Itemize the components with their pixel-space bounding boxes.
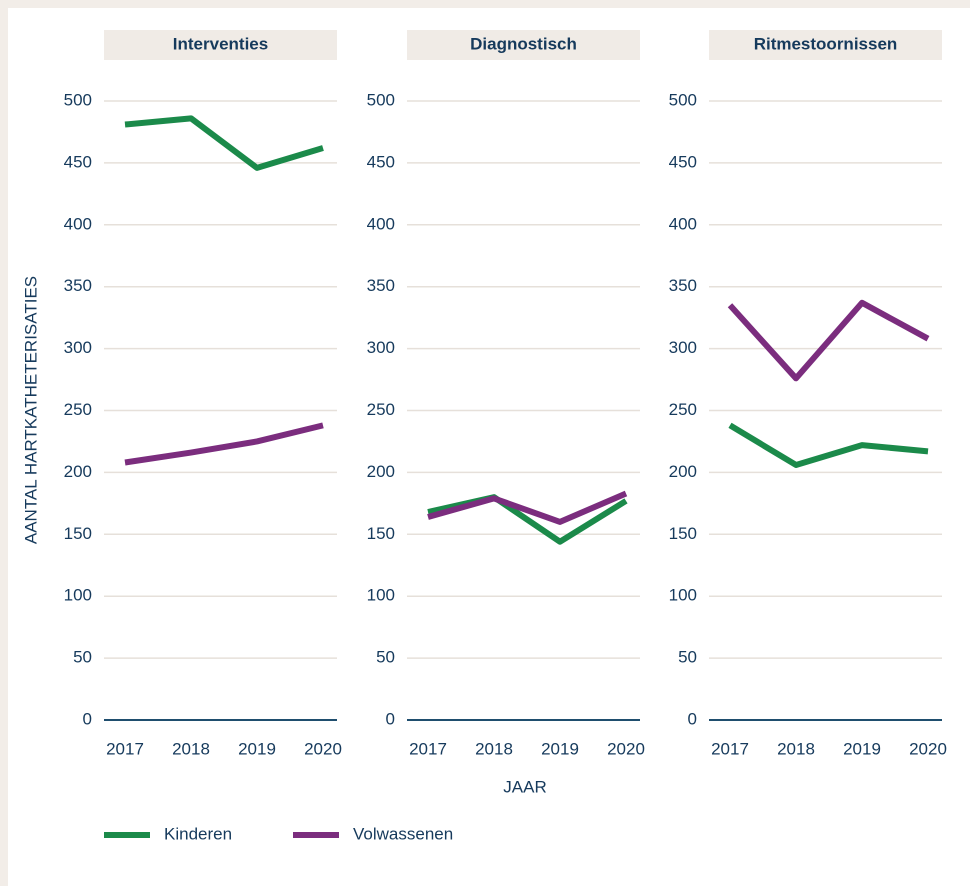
x-tick-label: 2019 xyxy=(238,739,276,758)
y-tick-label: 350 xyxy=(367,276,395,295)
series-line xyxy=(728,422,929,468)
y-tick-label: 100 xyxy=(367,586,395,605)
y-tick-label: 0 xyxy=(386,709,395,728)
series-line xyxy=(427,490,628,525)
y-tick-label: 50 xyxy=(376,648,395,667)
x-tick-label: 2019 xyxy=(843,739,881,758)
y-tick-label: 100 xyxy=(64,586,92,605)
x-tick-label: 2018 xyxy=(777,739,815,758)
x-axis-label: JAAR xyxy=(503,777,546,796)
y-tick-label: 300 xyxy=(64,338,92,357)
panel-title-box xyxy=(104,30,337,60)
series-line xyxy=(727,299,930,382)
y-tick-label: 200 xyxy=(669,462,697,481)
x-tick-label: 2017 xyxy=(711,739,749,758)
y-tick-label: 100 xyxy=(669,586,697,605)
x-tick-label: 2020 xyxy=(909,739,947,758)
y-tick-label: 200 xyxy=(367,462,395,481)
x-tick-label: 2019 xyxy=(541,739,579,758)
y-tick-label: 450 xyxy=(669,152,697,171)
y-tick-label: 150 xyxy=(669,524,697,543)
chart-background xyxy=(8,8,970,886)
y-tick-label: 500 xyxy=(367,90,395,109)
y-tick-label: 200 xyxy=(64,462,92,481)
y-tick-label: 50 xyxy=(678,648,697,667)
x-tick-label: 2020 xyxy=(304,739,342,758)
y-tick-label: 250 xyxy=(669,400,697,419)
panel-title-box xyxy=(709,30,942,60)
x-tick-label: 2017 xyxy=(409,739,447,758)
y-tick-label: 450 xyxy=(64,152,92,171)
y-tick-label: 0 xyxy=(688,709,697,728)
x-tick-label: 2018 xyxy=(475,739,513,758)
y-tick-label: 150 xyxy=(367,524,395,543)
y-tick-label: 400 xyxy=(669,214,697,233)
y-tick-label: 250 xyxy=(367,400,395,419)
y-tick-label: 50 xyxy=(73,648,92,667)
y-tick-label: 300 xyxy=(669,338,697,357)
y-tick-label: 500 xyxy=(669,90,697,109)
x-tick-label: 2020 xyxy=(607,739,645,758)
panel-title: Ritmestoornissen xyxy=(754,34,898,53)
y-axis-label: AANTAL HARTKATHETERISATIES xyxy=(21,276,40,544)
x-tick-label: 2018 xyxy=(172,739,210,758)
y-tick-label: 0 xyxy=(83,709,92,728)
panel-title-box xyxy=(407,30,640,60)
legend-label: Kinderen xyxy=(164,824,232,843)
panel-title: Diagnostisch xyxy=(470,34,577,53)
series-line xyxy=(124,115,324,171)
series-line xyxy=(124,422,324,466)
x-tick-label: 2017 xyxy=(106,739,144,758)
y-tick-label: 400 xyxy=(367,214,395,233)
y-tick-label: 300 xyxy=(367,338,395,357)
panel-title: Interventies xyxy=(173,34,268,53)
y-tick-label: 400 xyxy=(64,214,92,233)
y-tick-label: 150 xyxy=(64,524,92,543)
legend-label: Volwassenen xyxy=(353,824,453,843)
y-tick-label: 450 xyxy=(367,152,395,171)
y-tick-label: 500 xyxy=(64,90,92,109)
y-tick-label: 350 xyxy=(669,276,697,295)
y-tick-label: 250 xyxy=(64,400,92,419)
y-tick-label: 350 xyxy=(64,276,92,295)
